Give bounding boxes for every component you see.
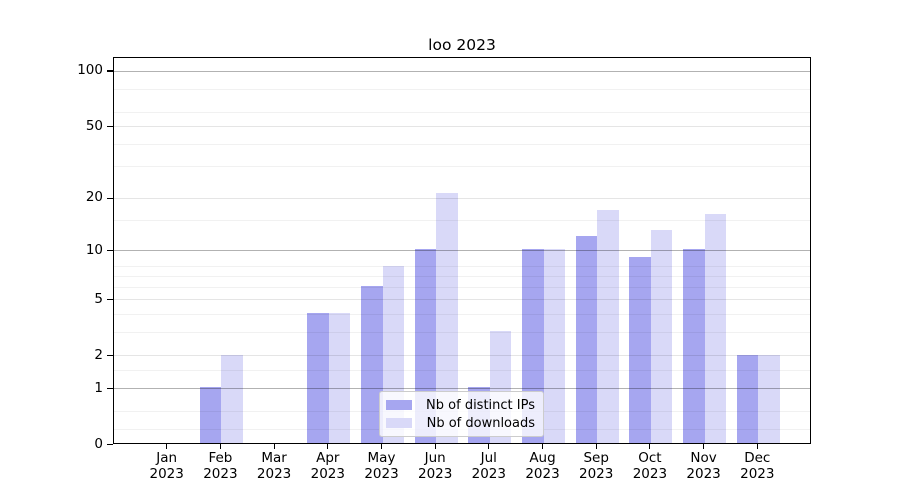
- xtick-mark-may: [380, 444, 383, 449]
- xtick-label-sep: Sep 2023: [579, 450, 614, 482]
- gridline-y-100: [114, 70, 810, 72]
- ytick-mark-0: [107, 443, 113, 445]
- legend: Nb of distinct IPs Nb of downloads: [379, 391, 544, 437]
- xtick-mark-aug: [541, 444, 544, 449]
- xtick-mark-nov: [703, 444, 705, 449]
- legend-swatch-distinct-ips: [386, 400, 412, 410]
- xtick-label-may: May 2023: [364, 450, 399, 482]
- xtick-mark-jun: [434, 444, 436, 449]
- bar-jun-downloads: [436, 193, 458, 443]
- xtick-label-nov: Nov 2023: [686, 450, 721, 482]
- legend-label-downloads: Nb of downloads: [426, 415, 535, 431]
- xtick-label-aug: Aug 2023: [525, 450, 560, 482]
- xtick-mark-sep: [595, 444, 597, 449]
- xtick-label-jan: Jan 2023: [149, 450, 184, 482]
- ytick-label-1: 1: [94, 379, 103, 396]
- plot-area: [113, 57, 811, 444]
- xtick-mark-dec: [756, 444, 758, 449]
- gridline-y-30: [114, 166, 810, 168]
- bar-feb-distinct-ips: [199, 387, 222, 443]
- ytick-label-100: 100: [77, 62, 103, 79]
- ytick-mark-5: [107, 298, 113, 300]
- gridline-y-60: [114, 111, 810, 113]
- legend-swatch-downloads: [386, 418, 412, 428]
- bar-nov-distinct-ips: [683, 249, 705, 443]
- xtick-label-oct: Oct 2023: [632, 450, 668, 482]
- bar-nov-downloads: [704, 214, 727, 443]
- bar-may-distinct-ips: [361, 286, 383, 443]
- bar-oct-distinct-ips: [629, 257, 651, 443]
- xtick-mark-jul: [488, 444, 490, 449]
- xtick-label-mar: Mar 2023: [256, 450, 292, 482]
- bar-apr-distinct-ips: [307, 313, 329, 443]
- xtick-mark-jan: [166, 444, 168, 449]
- bar-sep-downloads: [597, 209, 619, 443]
- xtick-mark-apr: [327, 444, 329, 449]
- chart-title: loo 2023: [428, 36, 496, 54]
- bar-dec-downloads: [758, 354, 780, 443]
- bar-feb-downloads: [221, 354, 243, 443]
- bar-aug-downloads: [543, 249, 565, 443]
- bar-sep-distinct-ips: [575, 235, 598, 443]
- ytick-label-2: 2: [94, 346, 103, 363]
- xtick-label-jul: Jul 2023: [471, 450, 506, 482]
- legend-item-distinct-ips: Nb of distinct IPs: [386, 398, 535, 413]
- xtick-label-feb: Feb 2023: [203, 450, 238, 482]
- ytick-label-50: 50: [85, 117, 103, 134]
- ytick-mark-100: [107, 70, 113, 72]
- xtick-label-jun: Jun 2023: [418, 450, 453, 482]
- ytick-mark-20: [107, 197, 113, 199]
- gridline-y-80: [114, 88, 810, 90]
- bar-apr-downloads: [328, 313, 351, 443]
- ytick-label-5: 5: [94, 290, 103, 307]
- ytick-label-20: 20: [85, 189, 103, 206]
- bar-oct-downloads: [650, 229, 673, 443]
- ytick-label-0: 0: [94, 435, 103, 452]
- gridline-y-20: [114, 197, 810, 199]
- legend-label-distinct-ips: Nb of distinct IPs: [426, 397, 535, 413]
- legend-item-downloads: Nb of downloads: [386, 416, 535, 431]
- xtick-label-dec: Dec 2023: [740, 450, 775, 482]
- gridline-y-50: [114, 126, 810, 128]
- gridline-y-40: [114, 143, 810, 145]
- ytick-label-10: 10: [85, 241, 103, 258]
- xtick-mark-mar: [273, 444, 275, 449]
- xtick-label-apr: Apr 2023: [310, 450, 345, 482]
- ytick-mark-50: [107, 125, 113, 127]
- bar-dec-distinct-ips: [736, 354, 759, 443]
- ytick-mark-10: [107, 249, 113, 251]
- ytick-mark-2: [107, 354, 113, 357]
- xtick-mark-oct: [649, 444, 651, 449]
- xtick-mark-feb: [219, 444, 221, 449]
- ytick-mark-1: [107, 387, 113, 389]
